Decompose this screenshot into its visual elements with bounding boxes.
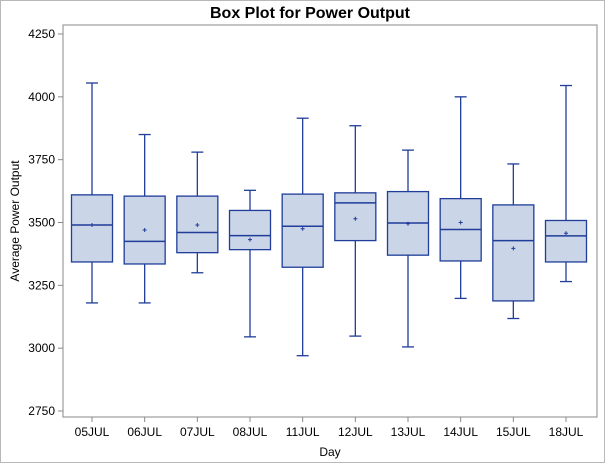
y-tick-label: 4250 [28,27,55,41]
mean-marker [511,246,516,251]
box-series [70,82,588,357]
x-tick-label: 13JUL [391,425,426,439]
x-axis-title: Day [319,445,340,459]
mean-marker [564,231,568,236]
mean-marker [458,220,463,225]
iqr-box [334,192,377,242]
mean-marker [353,216,358,221]
y-tick-label: 3500 [28,216,55,230]
x-axis: 05JUL 06JUL 07JUL 08JUL 11JUL 12JUL 13JUL 14JUL… [75,417,584,439]
mean-marker [142,228,147,233]
box-06JUL [123,133,166,304]
y-axis-title: Average Power Output [8,160,22,282]
x-tick-label: 15JUL [496,425,531,439]
box-13JUL [386,149,430,348]
mean-marker [406,221,410,226]
box-15JUL [492,163,535,320]
box-08JUL [228,189,272,338]
y-axis: 2750 3000 3250 3500 3750 4000 4250 [28,27,63,418]
y-tick-label: 3750 [28,153,55,167]
x-tick-label: 12JUL [338,425,373,439]
y-tick-label: 3000 [28,341,55,355]
mean-marker [90,223,94,228]
y-tick-label: 3250 [28,278,55,292]
x-tick-label: 07JUL [180,425,215,439]
x-tick-label: 05JUL [75,425,110,439]
x-tick-label: 18JUL [549,425,584,439]
mean-marker [195,223,200,228]
box-12JUL [334,125,377,337]
box-05JUL [70,82,114,304]
iqr-box [70,194,114,263]
mean-marker [300,226,305,231]
iqr-box [492,204,535,302]
x-tick-label: 11JUL [286,425,320,439]
x-tick-label: 08JUL [233,425,268,439]
y-tick-label: 4000 [28,90,55,104]
iqr-box [228,209,272,251]
box-14JUL [439,96,482,300]
iqr-box [544,219,588,263]
box-11JUL [281,117,324,357]
chart-title: Box Plot for Power Output [210,5,411,22]
box-18JUL [544,84,588,283]
x-tick-label: 06JUL [127,425,162,439]
x-tick-label: 14JUL [443,425,478,439]
box-07JUL [176,151,219,274]
y-tick-label: 2750 [28,404,55,418]
mean-marker [248,237,252,242]
